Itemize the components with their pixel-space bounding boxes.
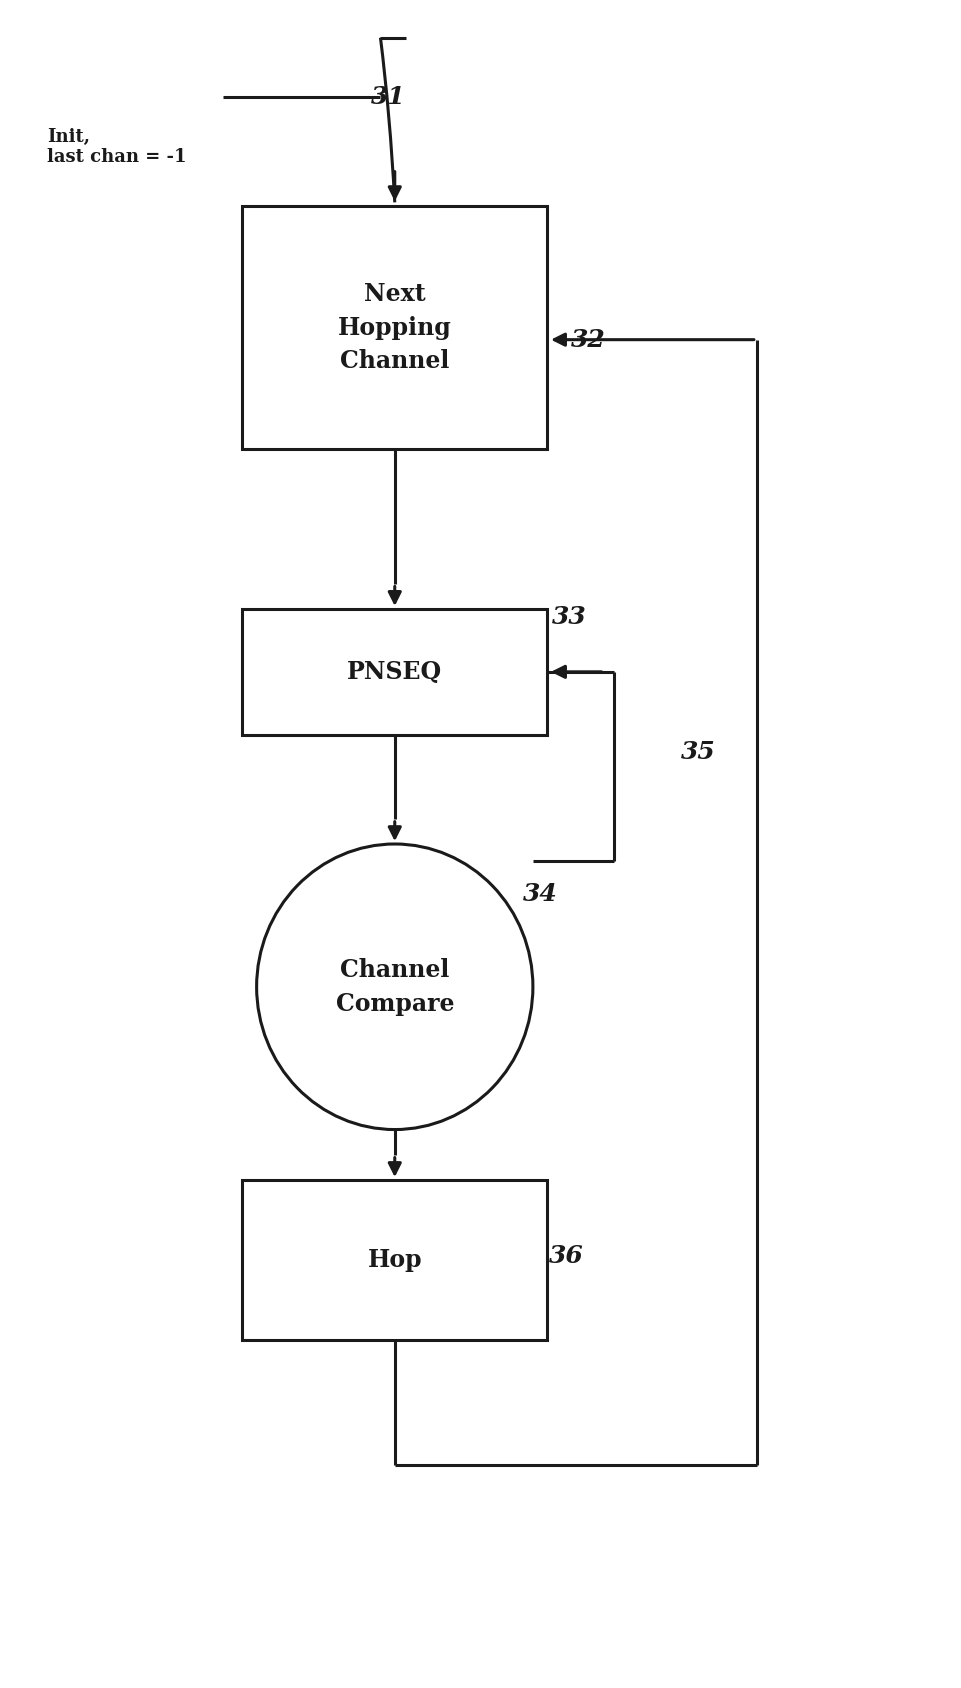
Text: 31: 31 [371,84,406,108]
Text: Hop: Hop [367,1247,422,1271]
Text: 32: 32 [571,327,605,353]
Text: Next
Hopping
Channel: Next Hopping Channel [338,282,452,373]
Text: 36: 36 [549,1244,584,1268]
Text: 33: 33 [552,606,587,630]
Text: Init,
last chan = -1: Init, last chan = -1 [47,128,186,167]
Bar [242,609,547,734]
Text: 35: 35 [680,739,715,763]
Text: Channel
Compare: Channel Compare [335,959,454,1016]
Ellipse shape [257,844,533,1129]
Text: 34: 34 [524,883,558,906]
Text: PNSEQ: PNSEQ [347,660,442,684]
Bar [242,1180,547,1340]
Bar [242,206,547,449]
